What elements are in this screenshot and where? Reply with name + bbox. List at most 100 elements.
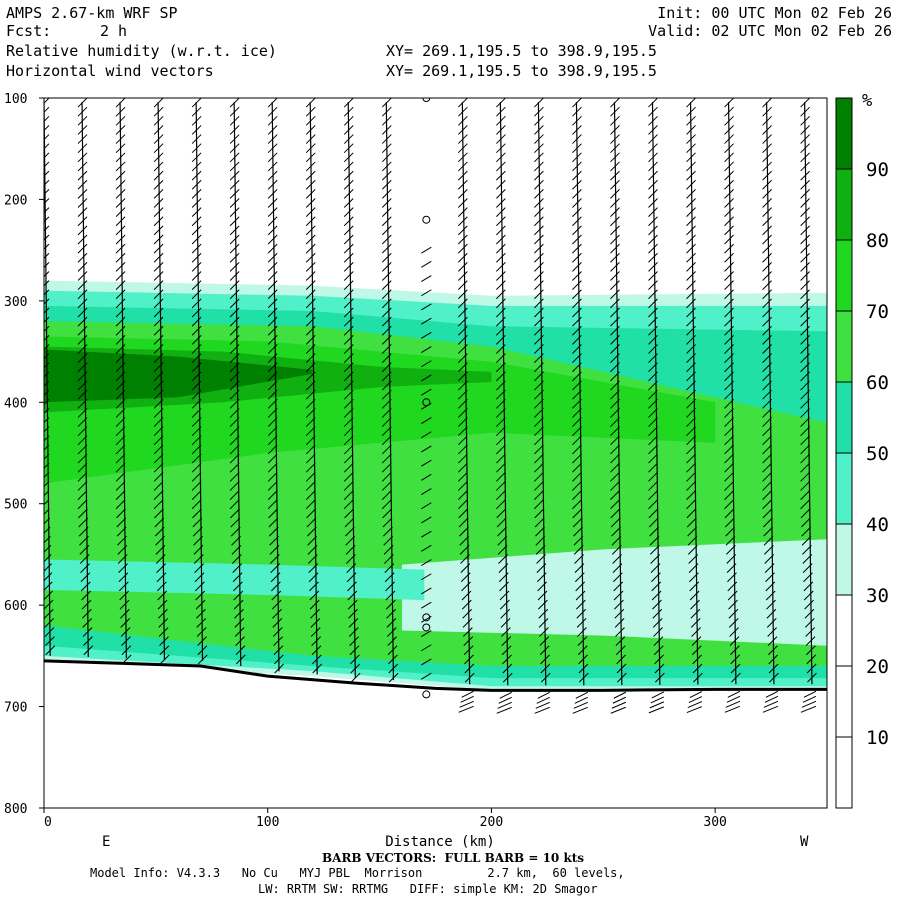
wind-barb [309, 590, 320, 601]
wind-barb [572, 435, 582, 446]
x-end-label-right: W [800, 834, 809, 850]
wind-barb [686, 453, 696, 464]
wind-barb [724, 426, 734, 437]
wind-barb [267, 316, 278, 327]
wind-barb [385, 590, 396, 601]
x-tick-label: 0 [44, 815, 52, 830]
wind-barb [153, 471, 164, 482]
wind-barb [194, 572, 205, 583]
wind-barb [421, 260, 432, 268]
wind-barb [800, 243, 810, 254]
wind-barb [762, 216, 772, 227]
colorbar-label: 50 [866, 443, 889, 465]
wind-barb [648, 471, 658, 482]
colorbar-swatch [836, 524, 852, 595]
wind-barb [115, 262, 126, 272]
wind-barb [572, 499, 582, 510]
wind-barb [648, 508, 659, 519]
wind-barb [305, 471, 316, 482]
wind-barb [686, 188, 696, 199]
wind-barb [421, 488, 432, 495]
wind-barb [805, 627, 816, 637]
wind-barb [229, 252, 240, 263]
wind-barb [77, 344, 88, 354]
wind-barb [496, 307, 506, 318]
wind-barb [267, 207, 278, 217]
wind-barb [305, 225, 316, 236]
wind-barbs [44, 98, 817, 714]
wind-barb [347, 599, 358, 610]
wind-barb [305, 481, 316, 491]
wind-barb [762, 490, 772, 500]
wind-barb [153, 271, 164, 281]
wind-barb [192, 508, 202, 519]
wind-barb [724, 508, 735, 519]
wind-barb [115, 471, 126, 482]
wind-barb [686, 225, 696, 236]
wind-barb [691, 645, 702, 656]
wind-barb [496, 444, 506, 455]
wind-barb [610, 435, 620, 446]
wind-barb [686, 198, 696, 208]
wind-barb [77, 298, 88, 309]
wind-barb [229, 198, 240, 208]
wind-barb [534, 207, 544, 217]
wind-barb [648, 490, 658, 500]
wind-barb [501, 627, 511, 637]
wind-barb [457, 490, 468, 500]
wind-barb [267, 262, 278, 272]
wind-barb [610, 706, 627, 714]
wind-barb [191, 353, 202, 364]
wind-barb [310, 627, 321, 637]
wind-barb [613, 581, 624, 592]
wind-barb [496, 508, 507, 519]
wind-barb [386, 618, 397, 628]
wind-barb [153, 207, 164, 217]
y-tick-label: 800 [4, 802, 27, 817]
wind-barb [610, 207, 620, 217]
wind-barb [534, 289, 544, 300]
wind-barb [153, 225, 164, 236]
wind-barb [77, 243, 88, 254]
wind-barb [348, 627, 359, 637]
wind-barb [463, 627, 473, 637]
wind-barb [305, 298, 316, 309]
wind-barb [385, 599, 396, 610]
wind-barb [382, 508, 392, 519]
wind-barb [153, 353, 164, 364]
wind-barb [762, 298, 772, 309]
wind-barb [572, 188, 582, 199]
wind-barb [575, 590, 586, 601]
wind-barb [572, 307, 582, 318]
wind-barb [610, 444, 620, 455]
wind-barb [232, 563, 243, 573]
wind-barb [724, 207, 734, 217]
colorbar-label: 80 [866, 230, 889, 252]
wind-barb [462, 608, 473, 619]
wind-barb [196, 618, 207, 628]
wind-barb [272, 627, 283, 637]
wind-barb [686, 426, 696, 437]
wind-barb [689, 691, 703, 698]
wind-barb [44, 618, 55, 628]
wind-barb [343, 188, 354, 199]
rh-dry-pocket [401, 539, 827, 646]
y-tick-label: 500 [4, 498, 27, 513]
wind-barb [82, 618, 93, 628]
wind-barb [575, 581, 586, 592]
wind-barb [762, 325, 772, 336]
wind-barb [343, 335, 354, 345]
wind-barb [689, 581, 700, 592]
model-info: Model Info: V4.3.3 No Cu MYJ PBL Morriso… [90, 866, 625, 880]
wind-barb [496, 471, 506, 482]
wind-barb [653, 645, 664, 656]
wind-barb [458, 705, 474, 713]
wind-barb [691, 627, 701, 637]
wind-barb [804, 599, 814, 610]
wind-barb [421, 530, 432, 538]
wind-barb [153, 325, 164, 336]
y-tick-label: 300 [4, 295, 27, 310]
wind-barb [457, 462, 468, 473]
wind-barb [381, 435, 392, 446]
wind-barb [764, 695, 779, 703]
